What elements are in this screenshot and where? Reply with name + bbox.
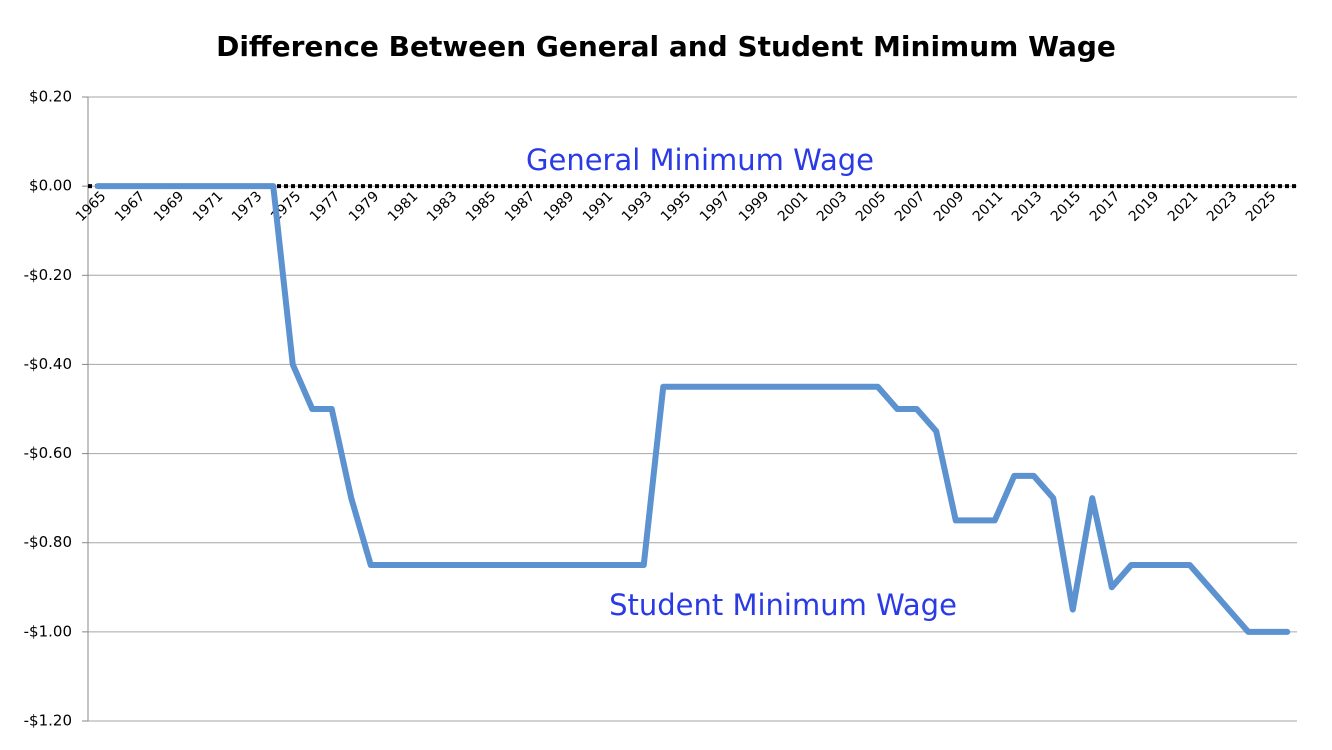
x-tick-label: 1973 (229, 188, 266, 225)
x-tick-label: 2003 (814, 188, 851, 225)
x-tick-label: 2023 (1204, 188, 1241, 225)
x-tick-label: 2011 (970, 188, 1007, 225)
x-tick-label: 1997 (697, 188, 734, 225)
x-tick-label: 1979 (346, 188, 383, 225)
x-tick-label: 1987 (502, 188, 539, 225)
y-tick-label: -$0.60 (24, 444, 72, 462)
x-tick-label: 2021 (1165, 188, 1202, 225)
x-tick-label: 1965 (73, 188, 110, 225)
x-tick-label: 1991 (580, 188, 617, 225)
x-tick-label: 2007 (892, 188, 929, 225)
y-tick-label: $0.20 (29, 88, 72, 106)
y-tick-label: -$0.40 (24, 355, 72, 373)
plot-area (94, 183, 1291, 635)
x-tick-label: 1995 (658, 188, 695, 225)
x-tick-label: 1969 (151, 188, 188, 225)
x-tick-label: 1983 (424, 188, 461, 225)
x-tick-label: 2013 (1009, 188, 1046, 225)
y-tick-label: -$0.80 (24, 533, 72, 551)
x-tick-label: 1985 (463, 188, 500, 225)
y-tick-label: -$1.00 (24, 622, 72, 640)
x-tick-label: 2005 (853, 188, 890, 225)
x-tick-label: 2017 (1087, 188, 1124, 225)
x-tick-label: 2025 (1243, 188, 1280, 225)
y-tick-label: -$1.20 (24, 712, 72, 730)
x-tick-label: 1999 (736, 188, 773, 225)
y-tick-label: $0.00 (29, 177, 72, 195)
y-tick-label: -$0.20 (24, 266, 72, 284)
line-series (94, 183, 1291, 635)
annotation: General Minimum Wage (526, 143, 874, 177)
x-tick-label: 1989 (541, 188, 578, 225)
x-tick-label: 2019 (1126, 188, 1163, 225)
x-tick-label: 1967 (112, 188, 149, 225)
x-tick-label: 1971 (190, 188, 227, 225)
x-tick-label: 1977 (307, 188, 344, 225)
x-tick-label: 2015 (1048, 188, 1085, 225)
x-tick-label: 1993 (619, 188, 656, 225)
annotation: Student Minimum Wage (609, 588, 957, 622)
x-tick-label: 1981 (385, 188, 422, 225)
x-tick-label: 2001 (775, 188, 812, 225)
x-tick-label: 2009 (931, 188, 968, 225)
chart-title: Difference Between General and Student M… (216, 30, 1116, 63)
